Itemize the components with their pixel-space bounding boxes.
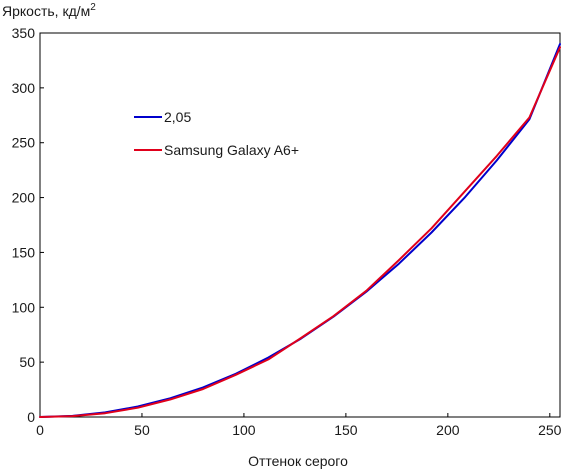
x-tick-label: 50: [134, 422, 150, 438]
y-tick-label: 300: [12, 80, 36, 96]
legend-label: 2,05: [164, 109, 191, 125]
y-axis-title-superscript: 2: [90, 2, 96, 13]
legend-item: 2,05: [134, 109, 191, 125]
y-tick-label: 150: [12, 244, 36, 260]
x-axis-title: Оттенок серого: [248, 453, 348, 469]
legend: 2,05 Samsung Galaxy A6+: [134, 109, 299, 158]
series-line-samsung-galaxy-a6-plus: [39, 46, 561, 418]
y-tick-label: 50: [19, 354, 35, 370]
legend-item: Samsung Galaxy A6+: [134, 142, 299, 158]
x-axis: 0 50 100 150 200 250: [36, 413, 562, 438]
y-tick-label: 200: [12, 190, 36, 206]
x-tick-label: 0: [36, 422, 44, 438]
y-tick-label: 350: [12, 25, 36, 41]
series-group: [39, 43, 561, 418]
legend-label: Samsung Galaxy A6+: [164, 142, 299, 158]
x-tick-label: 250: [538, 422, 562, 438]
y-axis-title: Яркость, кд/м2: [2, 2, 96, 19]
x-tick-label: 200: [436, 422, 460, 438]
y-tick-label: 100: [12, 299, 36, 315]
y-tick-label: 250: [12, 135, 36, 151]
y-tick-label: 0: [27, 409, 35, 425]
series-line-reference-gamma: [39, 43, 561, 418]
plot-frame: [39, 32, 561, 418]
x-tick-label: 150: [334, 422, 358, 438]
y-axis: 0 50 100 150 200 250 300 350: [12, 25, 44, 425]
x-tick-label: 100: [232, 422, 256, 438]
plot-area: [39, 32, 561, 418]
y-axis-title-text: Яркость, кд/м: [2, 3, 90, 19]
